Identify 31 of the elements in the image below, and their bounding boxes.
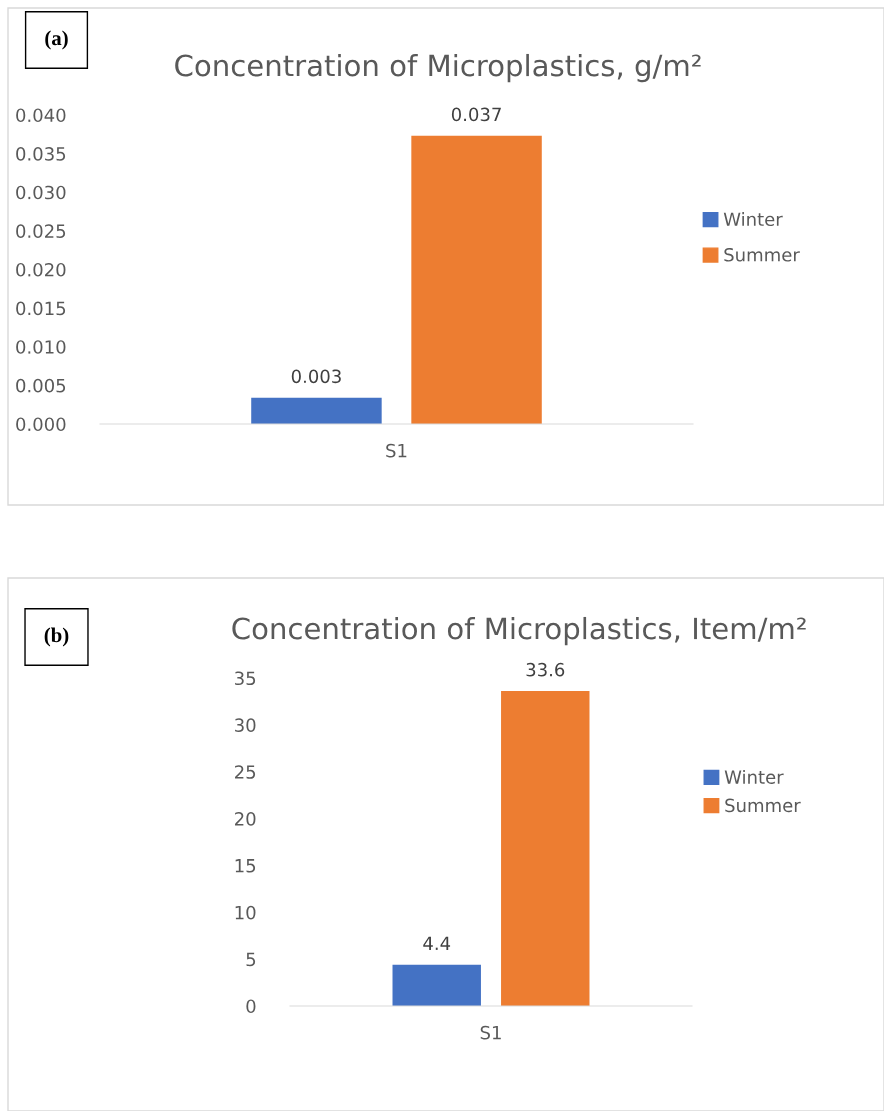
text: (a) <box>45 30 68 50</box>
y-tick-label: 5 <box>246 952 256 967</box>
x-tick-label: S1 <box>480 1025 501 1040</box>
legend-label: Winter <box>723 212 783 227</box>
y-tick-label: 20 <box>235 812 256 826</box>
data-label: 4.4 <box>423 936 451 950</box>
legend-label: Winter <box>724 769 784 784</box>
legend-label: Summer <box>724 247 800 262</box>
y-tick-label: 35 <box>235 671 256 686</box>
y-tick-label: 0.035 <box>16 147 66 161</box>
y-tick-label: 0 <box>246 999 256 1014</box>
y-tick-label: 25 <box>235 765 256 779</box>
chart-title: Concentration of Microplastics, g/m² <box>175 53 701 83</box>
data-label: 33.6 <box>526 662 565 677</box>
y-tick-label: 0.030 <box>16 185 66 200</box>
data-label: 0.037 <box>451 107 501 122</box>
y-tick-label: 0.040 <box>16 108 66 123</box>
y-tick-label: 0.015 <box>16 301 66 316</box>
y-tick-label: 0.000 <box>16 417 66 432</box>
data-label: 0.003 <box>291 369 341 384</box>
legend-label: Summer <box>725 798 801 813</box>
y-tick-label: 0.010 <box>16 340 66 354</box>
y-tick-label: 0.005 <box>16 378 66 393</box>
y-tick-label: 30 <box>235 718 256 732</box>
y-tick-label: 15 <box>235 859 256 873</box>
text: (b) <box>44 627 69 647</box>
y-tick-label: 0.025 <box>16 224 66 238</box>
x-tick-label: S1 <box>386 443 407 458</box>
chart-title: Concentration of Microplastics, Item/m² <box>232 616 806 646</box>
y-tick-label: 0.020 <box>16 262 66 277</box>
y-tick-label: 10 <box>235 905 256 920</box>
